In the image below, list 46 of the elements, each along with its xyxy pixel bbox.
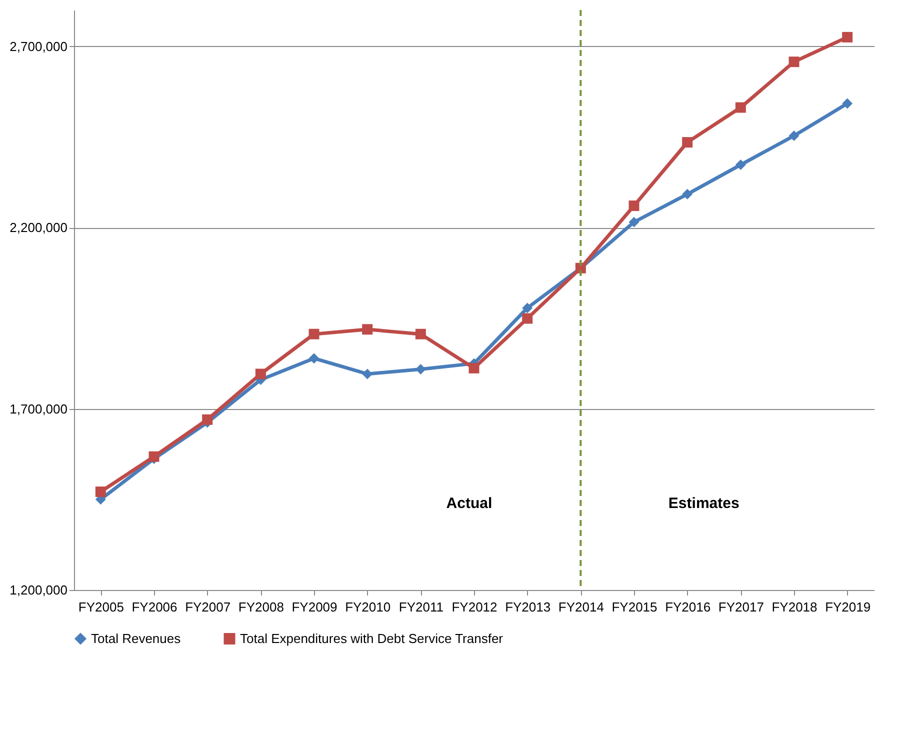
legend-label: Total Expenditures with Debt Service Transfer [240, 630, 504, 646]
x-tick-label: FY2006 [132, 600, 178, 614]
x-tick-label: FY2012 [452, 600, 498, 614]
point [682, 188, 693, 200]
y-tick-label: 1,200,000 [10, 582, 68, 598]
point [522, 313, 533, 324]
x-tick-label: FY2014 [558, 600, 604, 614]
x-tick-label: FY2017 [718, 600, 764, 614]
x-tick-label: FY2007 [185, 600, 231, 614]
point [628, 200, 640, 211]
annotation: Actual [446, 495, 492, 512]
point [255, 368, 266, 380]
point [842, 98, 853, 109]
point [522, 302, 533, 314]
legend-label: Total Revenues [91, 630, 182, 646]
annotation: Estimates [668, 495, 740, 512]
x-tick-label: FY2015 [612, 600, 658, 614]
point [362, 368, 373, 380]
x-tick-label: FY2009 [292, 600, 338, 614]
point [415, 364, 426, 374]
x-tick-label: FY2013 [505, 600, 551, 614]
point [788, 56, 800, 68]
y-tick-label: 2,200,000 [10, 220, 68, 235]
point [628, 216, 640, 228]
point [95, 486, 106, 498]
point [468, 362, 480, 374]
x-tick-label: FY2016 [665, 600, 711, 614]
y-tick-label: 2,700,000 [10, 38, 68, 54]
x-tick-label: FY2010 [345, 600, 391, 614]
point [682, 137, 693, 148]
y-tick-label: 1,700,000 [10, 401, 68, 416]
x-tick-label: FY2019 [825, 600, 871, 614]
point [148, 451, 160, 462]
x-tick-label: FY2018 [772, 600, 818, 614]
point [308, 353, 320, 364]
x-tick-label: FY2011 [398, 600, 444, 614]
point [735, 160, 746, 170]
x-tick-label: FY2008 [238, 600, 284, 614]
point [415, 328, 426, 340]
point [735, 102, 746, 113]
point [842, 32, 853, 42]
point [362, 324, 373, 335]
point [788, 130, 800, 142]
x-tick-label: FY2005 [78, 600, 124, 614]
point [308, 328, 320, 340]
point [202, 414, 213, 425]
